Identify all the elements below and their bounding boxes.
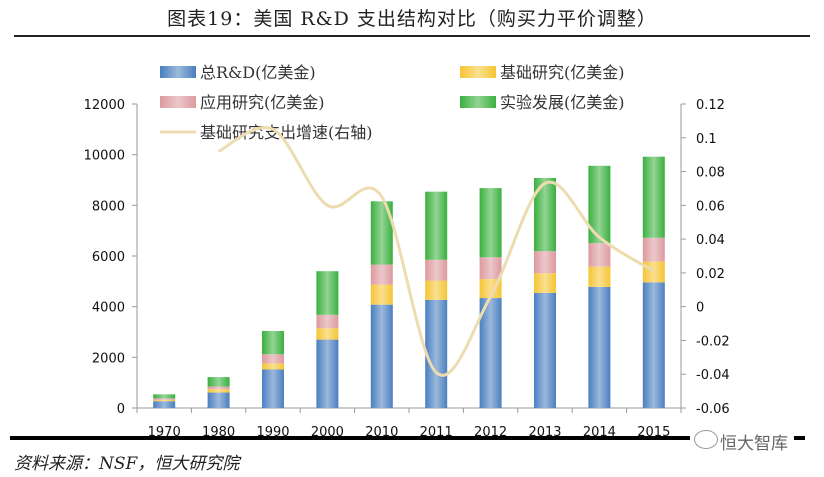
legend-swatch	[460, 96, 496, 108]
bar-basic	[588, 266, 611, 287]
bar-applied	[425, 259, 448, 281]
right-tick-label: -0.06	[696, 402, 730, 417]
bars	[153, 156, 665, 408]
bar-experimental	[479, 188, 502, 258]
line-growth-basic	[217, 126, 655, 377]
bar-applied	[479, 257, 502, 280]
legend-swatch	[160, 66, 196, 78]
bar-experimental	[588, 165, 611, 244]
bar-experimental	[262, 330, 284, 355]
bar-basic	[262, 363, 284, 370]
legend-swatch	[460, 66, 496, 78]
bar-total	[370, 304, 393, 408]
source-note: 资料来源：NSF，恒大研究院	[14, 454, 240, 474]
left-tick-label: 10000	[84, 149, 125, 164]
bar-experimental	[425, 191, 448, 260]
title-divider	[14, 35, 810, 37]
watermark-text: 恒大智库	[720, 434, 788, 454]
bar-total	[588, 286, 611, 408]
legend-label: 实验发展(亿美金)	[500, 93, 625, 112]
bar-experimental	[153, 394, 176, 399]
left-tick-label: 0	[117, 402, 125, 417]
bar-applied	[642, 237, 665, 262]
bar-experimental	[316, 271, 339, 315]
right-tick-label: 0.06	[696, 199, 725, 214]
axes: 0 2000 4000 6000 8000 10000 12000 -0.06 -0.04 -0.…	[84, 98, 730, 440]
right-tick-label: -0.04	[696, 368, 730, 383]
bar-total	[479, 298, 502, 408]
left-tick-label: 6000	[92, 250, 125, 265]
left-tick-label: 8000	[92, 199, 125, 214]
watermark: 恒大智库	[690, 429, 794, 454]
wechat-icon	[694, 430, 718, 449]
chart-title: 图表19：美国 R&D 支出结构对比（购买力平价调整）	[167, 8, 657, 30]
right-tick-label: 0.1	[696, 132, 717, 147]
bar-applied	[588, 243, 611, 267]
right-tick-label: 0.04	[696, 233, 725, 248]
legend-label: 基础研究支出增速(右轴)	[200, 123, 373, 142]
bar-experimental	[534, 177, 556, 252]
legend-swatch	[160, 96, 196, 108]
bar-experimental	[207, 377, 230, 387]
bar-basic	[642, 261, 665, 283]
footer-divider	[10, 436, 805, 440]
right-tick-label: 0.12	[696, 98, 725, 113]
bar-basic	[207, 389, 230, 393]
legend-label: 应用研究(亿美金)	[200, 93, 325, 112]
right-tick-label: 0	[696, 301, 704, 316]
bar-total	[642, 282, 665, 408]
bar-applied	[153, 398, 176, 400]
bar-basic	[534, 273, 556, 293]
bar-total	[534, 292, 556, 408]
bar-basic	[316, 328, 339, 340]
bar-total	[207, 392, 230, 408]
bar-basic	[153, 399, 176, 402]
legend-label: 基础研究(亿美金)	[500, 63, 625, 82]
bar-total	[425, 299, 448, 408]
growth-line	[217, 126, 655, 377]
right-tick-label: -0.02	[696, 334, 730, 349]
bar-applied	[370, 264, 393, 285]
bar-total	[153, 401, 176, 408]
bar-applied	[534, 251, 556, 274]
right-tick-label: 0.02	[696, 267, 725, 282]
bar-applied	[316, 314, 339, 329]
bar-basic	[425, 280, 448, 300]
bar-total	[262, 369, 284, 408]
legend-label: 总R&D(亿美金)	[200, 63, 316, 82]
bar-basic	[370, 284, 393, 305]
legend: 总R&D(亿美金) 基础研究(亿美金) 应用研究(亿美金) 实验发展(亿美金) 基础研究…	[160, 63, 625, 142]
bar-experimental	[642, 156, 665, 238]
bar-applied	[262, 354, 284, 364]
bar-applied	[207, 386, 230, 390]
left-tick-label: 2000	[92, 351, 125, 366]
right-tick-label: 0.08	[696, 166, 725, 181]
bar-total	[316, 339, 339, 408]
left-tick-label: 4000	[92, 301, 125, 316]
left-tick-label: 12000	[84, 98, 125, 113]
bar-experimental	[370, 201, 393, 265]
